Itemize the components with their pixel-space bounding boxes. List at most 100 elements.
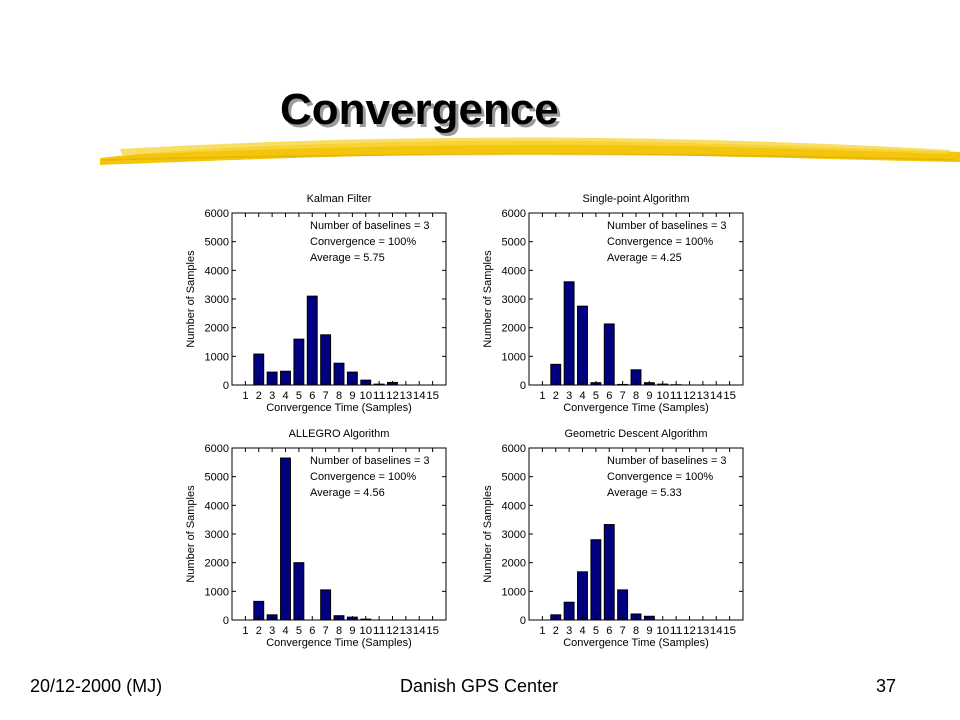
footer-date: 20/12-2000 (MJ): [30, 676, 163, 696]
x-tick-label: 14: [710, 390, 723, 402]
y-tick-label: 4000: [502, 500, 526, 512]
y-tick-label: 5000: [205, 237, 229, 249]
x-tick-label: 3: [566, 390, 572, 402]
x-tick-label: 4: [579, 390, 585, 402]
x-tick-label: 6: [309, 390, 315, 402]
x-tick-label: 2: [256, 625, 262, 637]
y-axis-label: Number of Samples: [482, 250, 494, 348]
x-axis-label: Convergence Time (Samples): [563, 402, 709, 414]
y-tick-label: 5000: [205, 472, 229, 484]
x-tick-label: 11: [373, 390, 386, 402]
x-tick-label: 13: [696, 625, 709, 637]
x-tick-label: 15: [723, 625, 736, 637]
x-tick-label: 13: [399, 625, 412, 637]
y-tick-label: 6000: [205, 208, 229, 220]
y-tick-label: 5000: [502, 472, 526, 484]
x-tick-label: 9: [646, 390, 652, 402]
y-axis-label: Number of Samples: [482, 485, 494, 583]
y-tick-label: 0: [223, 615, 229, 627]
x-axis-label: Convergence Time (Samples): [266, 637, 412, 649]
x-tick-label: 15: [723, 390, 736, 402]
y-tick-label: 6000: [502, 443, 526, 455]
y-tick-label: 4000: [205, 265, 229, 277]
y-tick-label: 0: [223, 380, 229, 392]
x-tick-label: 4: [282, 625, 288, 637]
bar: [577, 305, 588, 386]
chart-annotation: Convergence = 100%: [310, 471, 416, 483]
x-tick-label: 5: [296, 390, 302, 402]
y-tick-label: 0: [520, 615, 526, 627]
bar: [253, 353, 265, 386]
chart-annotation: Number of baselines = 3: [607, 455, 727, 467]
chart-annotation: Number of baselines = 3: [310, 220, 430, 232]
bar: [577, 571, 588, 621]
title-brush-stroke: [100, 137, 960, 165]
y-tick-label: 6000: [205, 443, 229, 455]
footer-organization: Danish GPS Center: [400, 676, 559, 696]
y-tick-label: 3000: [502, 294, 526, 306]
chart-annotation: Convergence = 100%: [310, 236, 416, 248]
x-tick-label: 7: [620, 625, 626, 637]
chart-annotation: Average = 4.56: [310, 487, 385, 499]
chart-annotation: Convergence = 100%: [607, 471, 713, 483]
x-tick-label: 2: [553, 390, 559, 402]
chart-title: ALLEGRO Algorithm: [289, 428, 390, 440]
bar: [293, 338, 305, 386]
y-tick-label: 3000: [205, 529, 229, 541]
x-tick-label: 7: [620, 390, 626, 402]
chart-title: Geometric Descent Algorithm: [564, 428, 707, 440]
y-axis-label: Number of Samples: [185, 250, 197, 348]
bar: [617, 589, 629, 621]
x-tick-label: 10: [656, 390, 669, 402]
bar: [603, 524, 615, 621]
x-tick-label: 11: [670, 390, 683, 402]
x-tick-label: 15: [426, 390, 439, 402]
chart-title: Kalman Filter: [307, 193, 372, 205]
x-tick-label: 10: [656, 625, 669, 637]
bar: [320, 589, 332, 621]
y-tick-label: 3000: [502, 529, 526, 541]
x-tick-label: 3: [566, 625, 572, 637]
x-tick-label: 14: [710, 625, 723, 637]
x-tick-label: 7: [323, 390, 329, 402]
x-tick-label: 1: [539, 390, 545, 402]
x-tick-label: 8: [336, 390, 342, 402]
chart-annotation: Average = 5.33: [607, 487, 682, 499]
x-tick-label: 13: [399, 390, 412, 402]
x-tick-label: 12: [683, 625, 696, 637]
x-tick-label: 9: [646, 625, 652, 637]
chart-annotation: Number of baselines = 3: [310, 455, 430, 467]
y-tick-label: 2000: [205, 323, 229, 335]
y-tick-label: 4000: [205, 500, 229, 512]
bar: [563, 281, 575, 386]
x-tick-label: 10: [359, 390, 372, 402]
x-tick-label: 1: [539, 625, 545, 637]
x-axis-label: Convergence Time (Samples): [266, 402, 412, 414]
x-tick-label: 11: [670, 625, 683, 637]
slide-title-shadow: Convergence: [283, 88, 562, 137]
slide-title: Convergence: [280, 85, 559, 134]
bar: [306, 295, 318, 386]
chart-annotation: Average = 4.25: [607, 252, 682, 264]
y-tick-label: 3000: [205, 294, 229, 306]
y-tick-label: 6000: [502, 208, 526, 220]
x-tick-label: 9: [349, 390, 355, 402]
x-tick-label: 12: [386, 625, 399, 637]
x-tick-label: 2: [553, 625, 559, 637]
x-tick-label: 9: [349, 625, 355, 637]
y-tick-label: 1000: [502, 586, 526, 598]
y-tick-label: 2000: [502, 558, 526, 570]
y-tick-label: 1000: [502, 351, 526, 363]
x-tick-label: 11: [373, 625, 386, 637]
bar: [590, 539, 602, 621]
x-tick-label: 3: [269, 625, 275, 637]
x-tick-label: 14: [413, 625, 426, 637]
y-axis-label: Number of Samples: [185, 485, 197, 583]
x-tick-label: 4: [579, 625, 585, 637]
y-tick-label: 2000: [502, 323, 526, 335]
chart-annotation: Average = 5.75: [310, 252, 385, 264]
